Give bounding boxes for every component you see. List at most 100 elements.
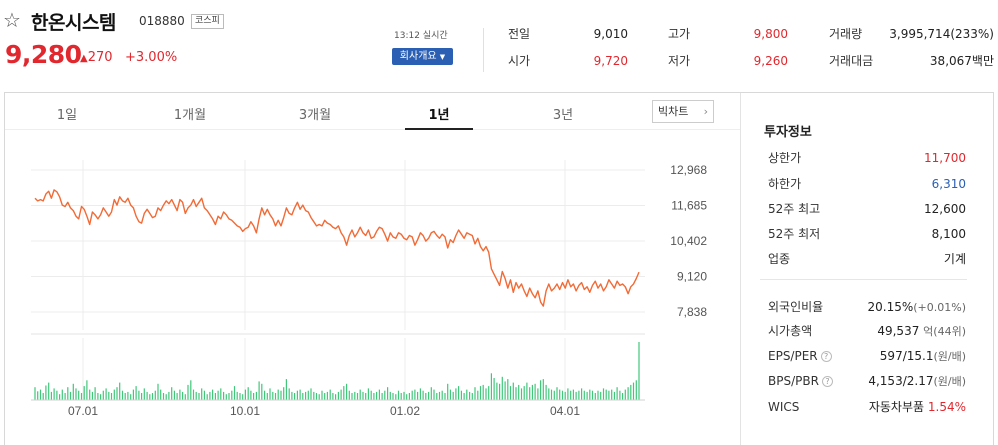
volume-bar	[567, 388, 569, 400]
amount-value: 38,067백만	[929, 54, 994, 68]
volume-bar	[504, 381, 506, 400]
volume-bar	[83, 386, 85, 400]
volume-bar	[89, 389, 91, 400]
volume-bar	[154, 390, 156, 400]
volume-bar	[225, 394, 227, 400]
volume-bar	[212, 389, 214, 400]
volume-bar	[299, 389, 301, 400]
tab-1d[interactable]: 1일	[56, 108, 78, 123]
volume-label: 거래량	[829, 27, 863, 41]
volume-bar	[130, 394, 132, 400]
volume-bar	[458, 386, 460, 400]
volume-bar	[378, 389, 380, 400]
eps-per-label-text: EPS/PER	[768, 349, 818, 363]
volume-bar	[313, 391, 315, 400]
volume-bar	[411, 390, 413, 400]
low-label: 저가	[668, 54, 691, 68]
x-tick-label: 01.02	[390, 404, 420, 418]
volume-bar	[78, 390, 80, 400]
volume-bar	[359, 389, 361, 400]
header-divider	[483, 28, 484, 72]
volume-bar	[600, 391, 602, 400]
tab-1y[interactable]: 1년	[428, 108, 450, 123]
volume-bar	[477, 390, 479, 400]
volume-bar	[253, 393, 255, 400]
tab-3y[interactable]: 3년	[552, 108, 574, 123]
sector-value[interactable]: 기계	[943, 252, 966, 266]
big-chart-label: 빅차트	[658, 105, 689, 118]
big-chart-button[interactable]: 빅차트 ›	[652, 100, 714, 123]
volume-bar	[395, 394, 397, 400]
price-change: ▲270	[80, 50, 113, 65]
volume-bar	[228, 393, 230, 400]
volume-bar	[201, 388, 203, 400]
help-icon[interactable]: ?	[820, 351, 832, 362]
y-tick-label: 12,968	[670, 163, 707, 177]
volume-bar	[455, 388, 457, 400]
volume-bar	[116, 387, 118, 400]
volume-bar	[195, 391, 197, 400]
market-cap-label: 시가총액	[768, 324, 813, 338]
low-value: 9,260	[753, 54, 788, 68]
volume-bar	[258, 381, 260, 400]
volume-bar	[173, 390, 175, 400]
volume-bar	[272, 391, 274, 400]
tab-3m[interactable]: 3개월	[298, 108, 332, 123]
volume-bar	[151, 393, 154, 400]
volume-bar	[425, 393, 427, 400]
volume-bar	[157, 383, 159, 400]
volume-bar	[632, 382, 635, 400]
y-tick-label: 7,838	[677, 305, 707, 319]
volume-bar	[244, 389, 246, 400]
volume-bar	[627, 387, 629, 400]
volume-bar	[613, 391, 615, 400]
high-label: 고가	[668, 27, 691, 41]
volume-bar	[591, 390, 594, 400]
foreign-ratio-label: 외국인비율	[768, 300, 824, 314]
volume-bar	[586, 391, 588, 400]
volume-bar	[127, 391, 129, 400]
bps-pbr-number: 4,153/2.17	[868, 374, 934, 388]
volume-bar	[296, 390, 298, 400]
volume-bar	[622, 393, 624, 400]
volume-bar	[231, 390, 233, 400]
volume-bar	[264, 390, 266, 400]
volume-bar	[280, 390, 282, 400]
volume-bar	[214, 393, 216, 400]
volume-bar	[149, 394, 151, 400]
volume-bar	[553, 390, 555, 400]
lower-limit-label: 하한가	[768, 177, 802, 191]
volume-bar	[294, 393, 296, 400]
volume-bar	[597, 390, 599, 400]
volume-bar	[608, 390, 610, 400]
volume-bar	[61, 389, 63, 400]
volume-bar	[564, 391, 566, 400]
volume-bar	[381, 393, 383, 400]
volume-bar	[105, 388, 107, 400]
volume-bar	[283, 387, 285, 400]
volume-bar	[135, 386, 137, 400]
volume-bar	[485, 388, 487, 400]
y-tick-label: 11,685	[671, 199, 707, 213]
volume-bar	[67, 387, 69, 400]
volume-bar	[520, 388, 523, 400]
volume-bar	[176, 393, 178, 400]
volume-bar	[479, 386, 482, 400]
volume-bar	[594, 393, 596, 400]
wics-sector[interactable]: 자동차부품	[868, 400, 925, 414]
company-overview-button[interactable]: 회사개요 ▼	[392, 48, 453, 65]
volume-bar	[348, 390, 350, 400]
help-icon[interactable]: ?	[821, 376, 833, 387]
eps-per-number: 597/15.1	[879, 349, 934, 363]
volume-bar	[570, 390, 572, 400]
favorite-star-icon[interactable]: ☆	[3, 8, 21, 32]
volume-bar	[433, 389, 435, 400]
volume-bar	[460, 390, 462, 400]
volume-bar	[575, 391, 577, 400]
open-value: 9,720	[593, 54, 628, 68]
volume-bar	[72, 383, 74, 400]
volume-bar	[518, 384, 520, 400]
volume-bar	[305, 391, 307, 400]
tab-1m[interactable]: 1개월	[173, 108, 207, 123]
volume-bar	[242, 394, 244, 400]
